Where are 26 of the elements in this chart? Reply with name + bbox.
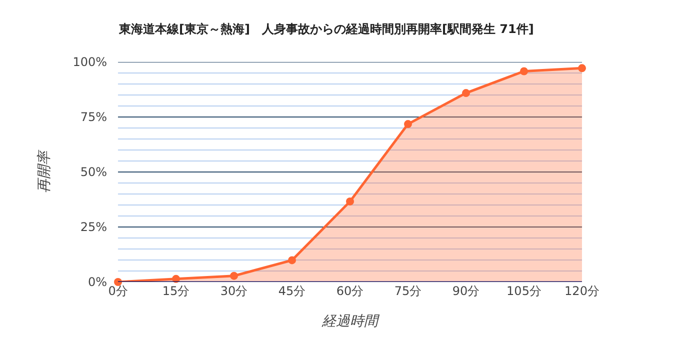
point (114, 278, 122, 286)
y-tick-label: 0% (88, 275, 107, 290)
point (462, 89, 470, 98)
x-tick-label: 0分 (108, 284, 128, 298)
x-tick-label: 30分 (220, 284, 248, 298)
x-tick-label: 75分 (394, 284, 422, 298)
y-tick-label: 100% (72, 55, 107, 70)
x-tick-label: 120分 (564, 284, 600, 298)
point (172, 274, 180, 283)
point (404, 120, 412, 128)
x-tick-label: 60分 (336, 284, 364, 298)
x-tick-label: 15分 (162, 284, 190, 298)
x-axis-title: 経過時間 (321, 313, 380, 330)
point (288, 256, 296, 264)
x-tick-label: 105分 (506, 284, 542, 298)
y-tick-label: 50% (80, 165, 107, 180)
x-tick-label: 45分 (278, 284, 306, 298)
point (520, 67, 528, 76)
point (230, 272, 238, 280)
chart-title: 東海道本線[東京～熱海] 人身事故からの経過時間別再開率[駅間発生 71件] (118, 22, 534, 36)
point (346, 197, 354, 206)
y-tick-label: 75% (80, 110, 107, 124)
y-axis-title: 再開率 (36, 149, 52, 193)
point (578, 64, 586, 72)
y-tick-label: 25% (80, 220, 107, 234)
x-tick-label: 90分 (452, 284, 480, 298)
